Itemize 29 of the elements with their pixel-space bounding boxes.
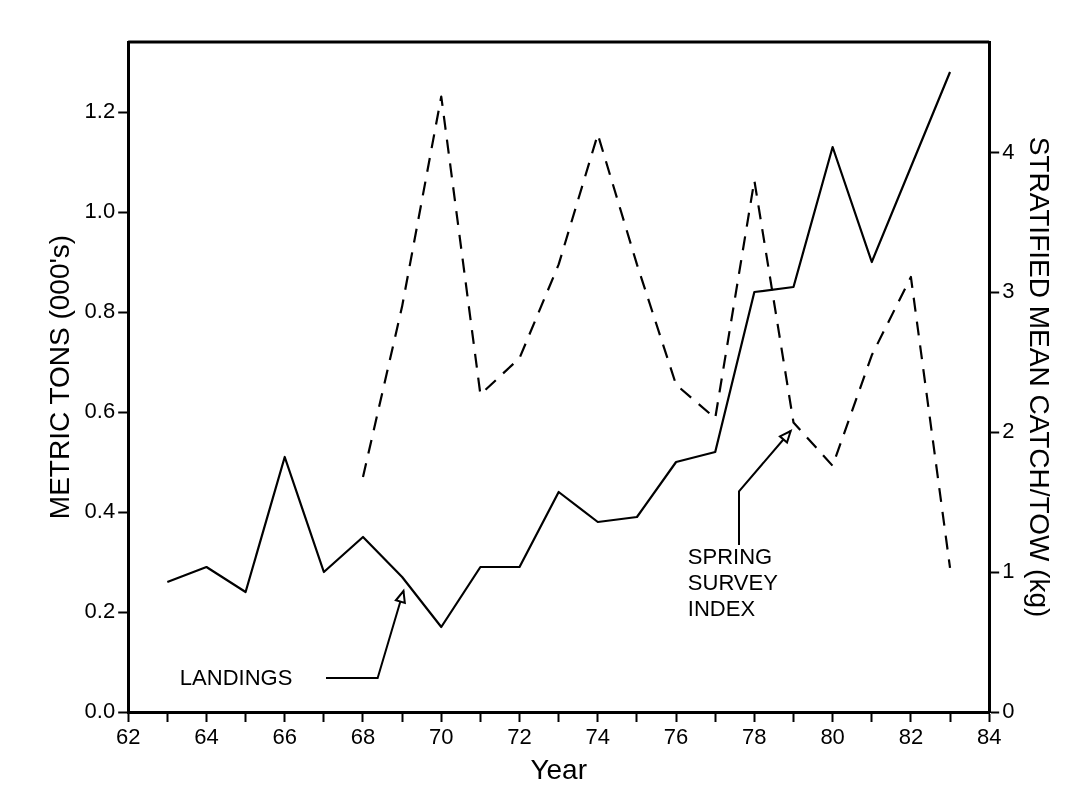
- x-tick-label: 62: [115, 724, 141, 750]
- x-tick-label: 72: [507, 724, 532, 750]
- y2-tick-label: 0: [1002, 698, 1015, 724]
- x-tick-label: 80: [820, 724, 845, 750]
- x-tick-label: 82: [898, 724, 924, 750]
- y2-tick-label: 3: [1002, 278, 1015, 304]
- y-tick-label: 1.0: [84, 198, 116, 224]
- x-tick-label: 84: [976, 724, 1002, 750]
- x-axis-title: Year: [530, 753, 587, 785]
- y-tick-label: 0.8: [84, 298, 116, 324]
- y-tick-label: 0.4: [84, 498, 116, 524]
- y-tick-label: 0.2: [84, 598, 116, 624]
- y2-axis-title: STRATIFIED MEAN CATCH/TOW (kg): [1024, 136, 1056, 618]
- x-tick-label: 68: [350, 724, 376, 750]
- x-tick-label: 78: [742, 724, 767, 750]
- x-tick-label: 74: [585, 724, 611, 750]
- y2-tick-label: 4: [1002, 138, 1015, 164]
- y-tick-label: 0.6: [84, 398, 116, 424]
- y-tick-label: 0.0: [84, 698, 116, 724]
- annotation: SPRING SURVEY INDEX: [687, 543, 779, 621]
- annotation: LANDINGS: [179, 664, 293, 690]
- x-tick-label: 66: [272, 724, 297, 750]
- y2-tick-label: 2: [1002, 418, 1015, 444]
- y-tick-label: 1.2: [84, 98, 116, 124]
- y-axis-title: METRIC TONS (000's): [43, 234, 75, 520]
- x-tick-label: 70: [429, 724, 454, 750]
- x-tick-label: 76: [663, 724, 689, 750]
- x-tick-label: 64: [194, 724, 219, 750]
- y2-tick-label: 1: [1002, 558, 1015, 584]
